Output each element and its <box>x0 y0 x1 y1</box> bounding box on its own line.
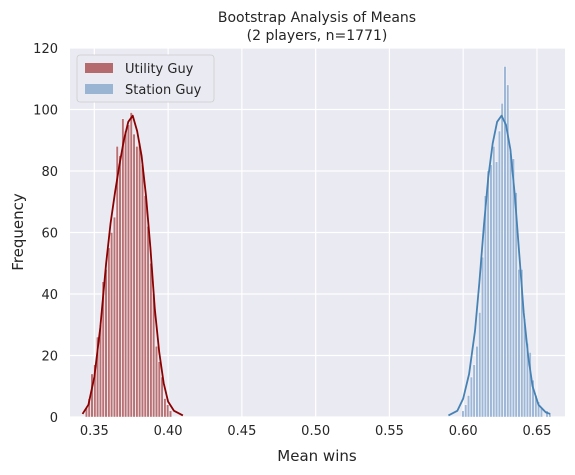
bar-station-guy <box>506 84 510 418</box>
bar-utility-guy <box>113 216 116 418</box>
x-tick-label: 0.65 <box>522 424 551 439</box>
bar-station-guy <box>478 312 482 418</box>
x-tick-label: 0.40 <box>154 424 183 439</box>
bar-station-guy <box>483 195 487 418</box>
bar-utility-guy <box>138 143 142 418</box>
x-tick-label: 0.55 <box>375 424 404 439</box>
bar-utility-guy <box>149 263 153 418</box>
bar-utility-guy <box>127 124 130 418</box>
bar-station-guy <box>469 376 473 418</box>
bar-utility-guy <box>96 336 100 418</box>
y-tick-label: 0 <box>50 411 58 426</box>
bar-utility-guy <box>135 146 139 418</box>
x-axis-ticks: 0.35 0.40 0.45 0.50 0.55 0.60 0.65 <box>80 424 552 439</box>
bar-station-guy <box>497 130 501 418</box>
bar-utility-guy <box>155 346 158 418</box>
bar-utility-guy <box>143 195 147 418</box>
y-axis-ticks: 0 20 40 60 80 100 120 <box>33 42 58 426</box>
bar-station-guy <box>528 352 532 418</box>
bar-station-guy <box>495 161 498 418</box>
y-tick-label: 60 <box>41 227 58 242</box>
bar-utility-guy <box>163 398 167 418</box>
x-tick-label: 0.50 <box>301 424 330 439</box>
bar-station-guy <box>492 146 496 418</box>
legend-swatch-station-guy <box>85 84 113 94</box>
bar-utility-guy <box>129 112 133 418</box>
bar-station-guy <box>531 379 535 418</box>
kde-line-utility-guy <box>81 114 184 417</box>
x-axis-label: Mean wins <box>277 447 357 465</box>
chart-title-line1: Bootstrap Analysis of Means <box>218 10 416 26</box>
histogram-bars <box>84 66 552 418</box>
bar-station-guy <box>537 401 541 418</box>
bar-utility-guy <box>169 410 172 418</box>
y-tick-label: 40 <box>41 288 58 303</box>
bar-station-guy <box>514 192 518 418</box>
kde-line-station-guy <box>448 114 551 417</box>
kde-curves <box>81 114 551 417</box>
y-tick-label: 20 <box>41 350 58 365</box>
bar-utility-guy <box>118 155 122 418</box>
bar-utility-guy <box>146 226 150 418</box>
bar-station-guy <box>520 269 524 418</box>
bar-utility-guy <box>121 118 125 418</box>
chart-title-line2: (2 players, n=1771) <box>247 28 388 44</box>
y-tick-label: 120 <box>33 42 58 57</box>
legend-swatch-utility-guy <box>85 63 113 73</box>
bar-utility-guy <box>104 269 108 418</box>
legend-label-utility-guy: Utility Guy <box>125 62 194 77</box>
bar-station-guy <box>500 103 504 418</box>
bar-station-guy <box>461 410 465 418</box>
bar-station-guy <box>517 269 521 418</box>
legend-label-station-guy: Station Guy <box>125 83 202 98</box>
bar-utility-guy <box>157 361 161 418</box>
x-tick-label: 0.45 <box>227 424 256 439</box>
bar-utility-guy <box>124 130 128 418</box>
bar-station-guy <box>475 346 479 418</box>
bar-utility-guy <box>107 247 111 418</box>
bar-station-guy <box>464 404 468 418</box>
bar-utility-guy <box>132 133 136 418</box>
legend: Utility Guy Station Guy <box>76 54 215 103</box>
bar-utility-guy <box>166 404 170 418</box>
bar-station-guy <box>511 158 515 418</box>
bar-utility-guy <box>141 164 144 418</box>
bar-station-guy <box>509 152 512 418</box>
bar-utility-guy <box>115 146 119 418</box>
bar-utility-guy <box>110 232 114 418</box>
y-axis-label: Frequency <box>9 193 27 271</box>
bar-station-guy <box>481 256 484 418</box>
bar-utility-guy <box>93 364 97 418</box>
bar-station-guy <box>472 364 476 418</box>
x-tick-label: 0.60 <box>449 424 478 439</box>
y-tick-label: 80 <box>41 165 58 180</box>
x-tick-label: 0.35 <box>80 424 109 439</box>
bar-utility-guy <box>101 281 105 418</box>
y-tick-label: 100 <box>33 104 58 119</box>
bar-station-guy <box>489 164 493 418</box>
bar-station-guy <box>503 66 507 418</box>
bar-station-guy <box>467 395 470 418</box>
bar-station-guy <box>486 170 490 418</box>
